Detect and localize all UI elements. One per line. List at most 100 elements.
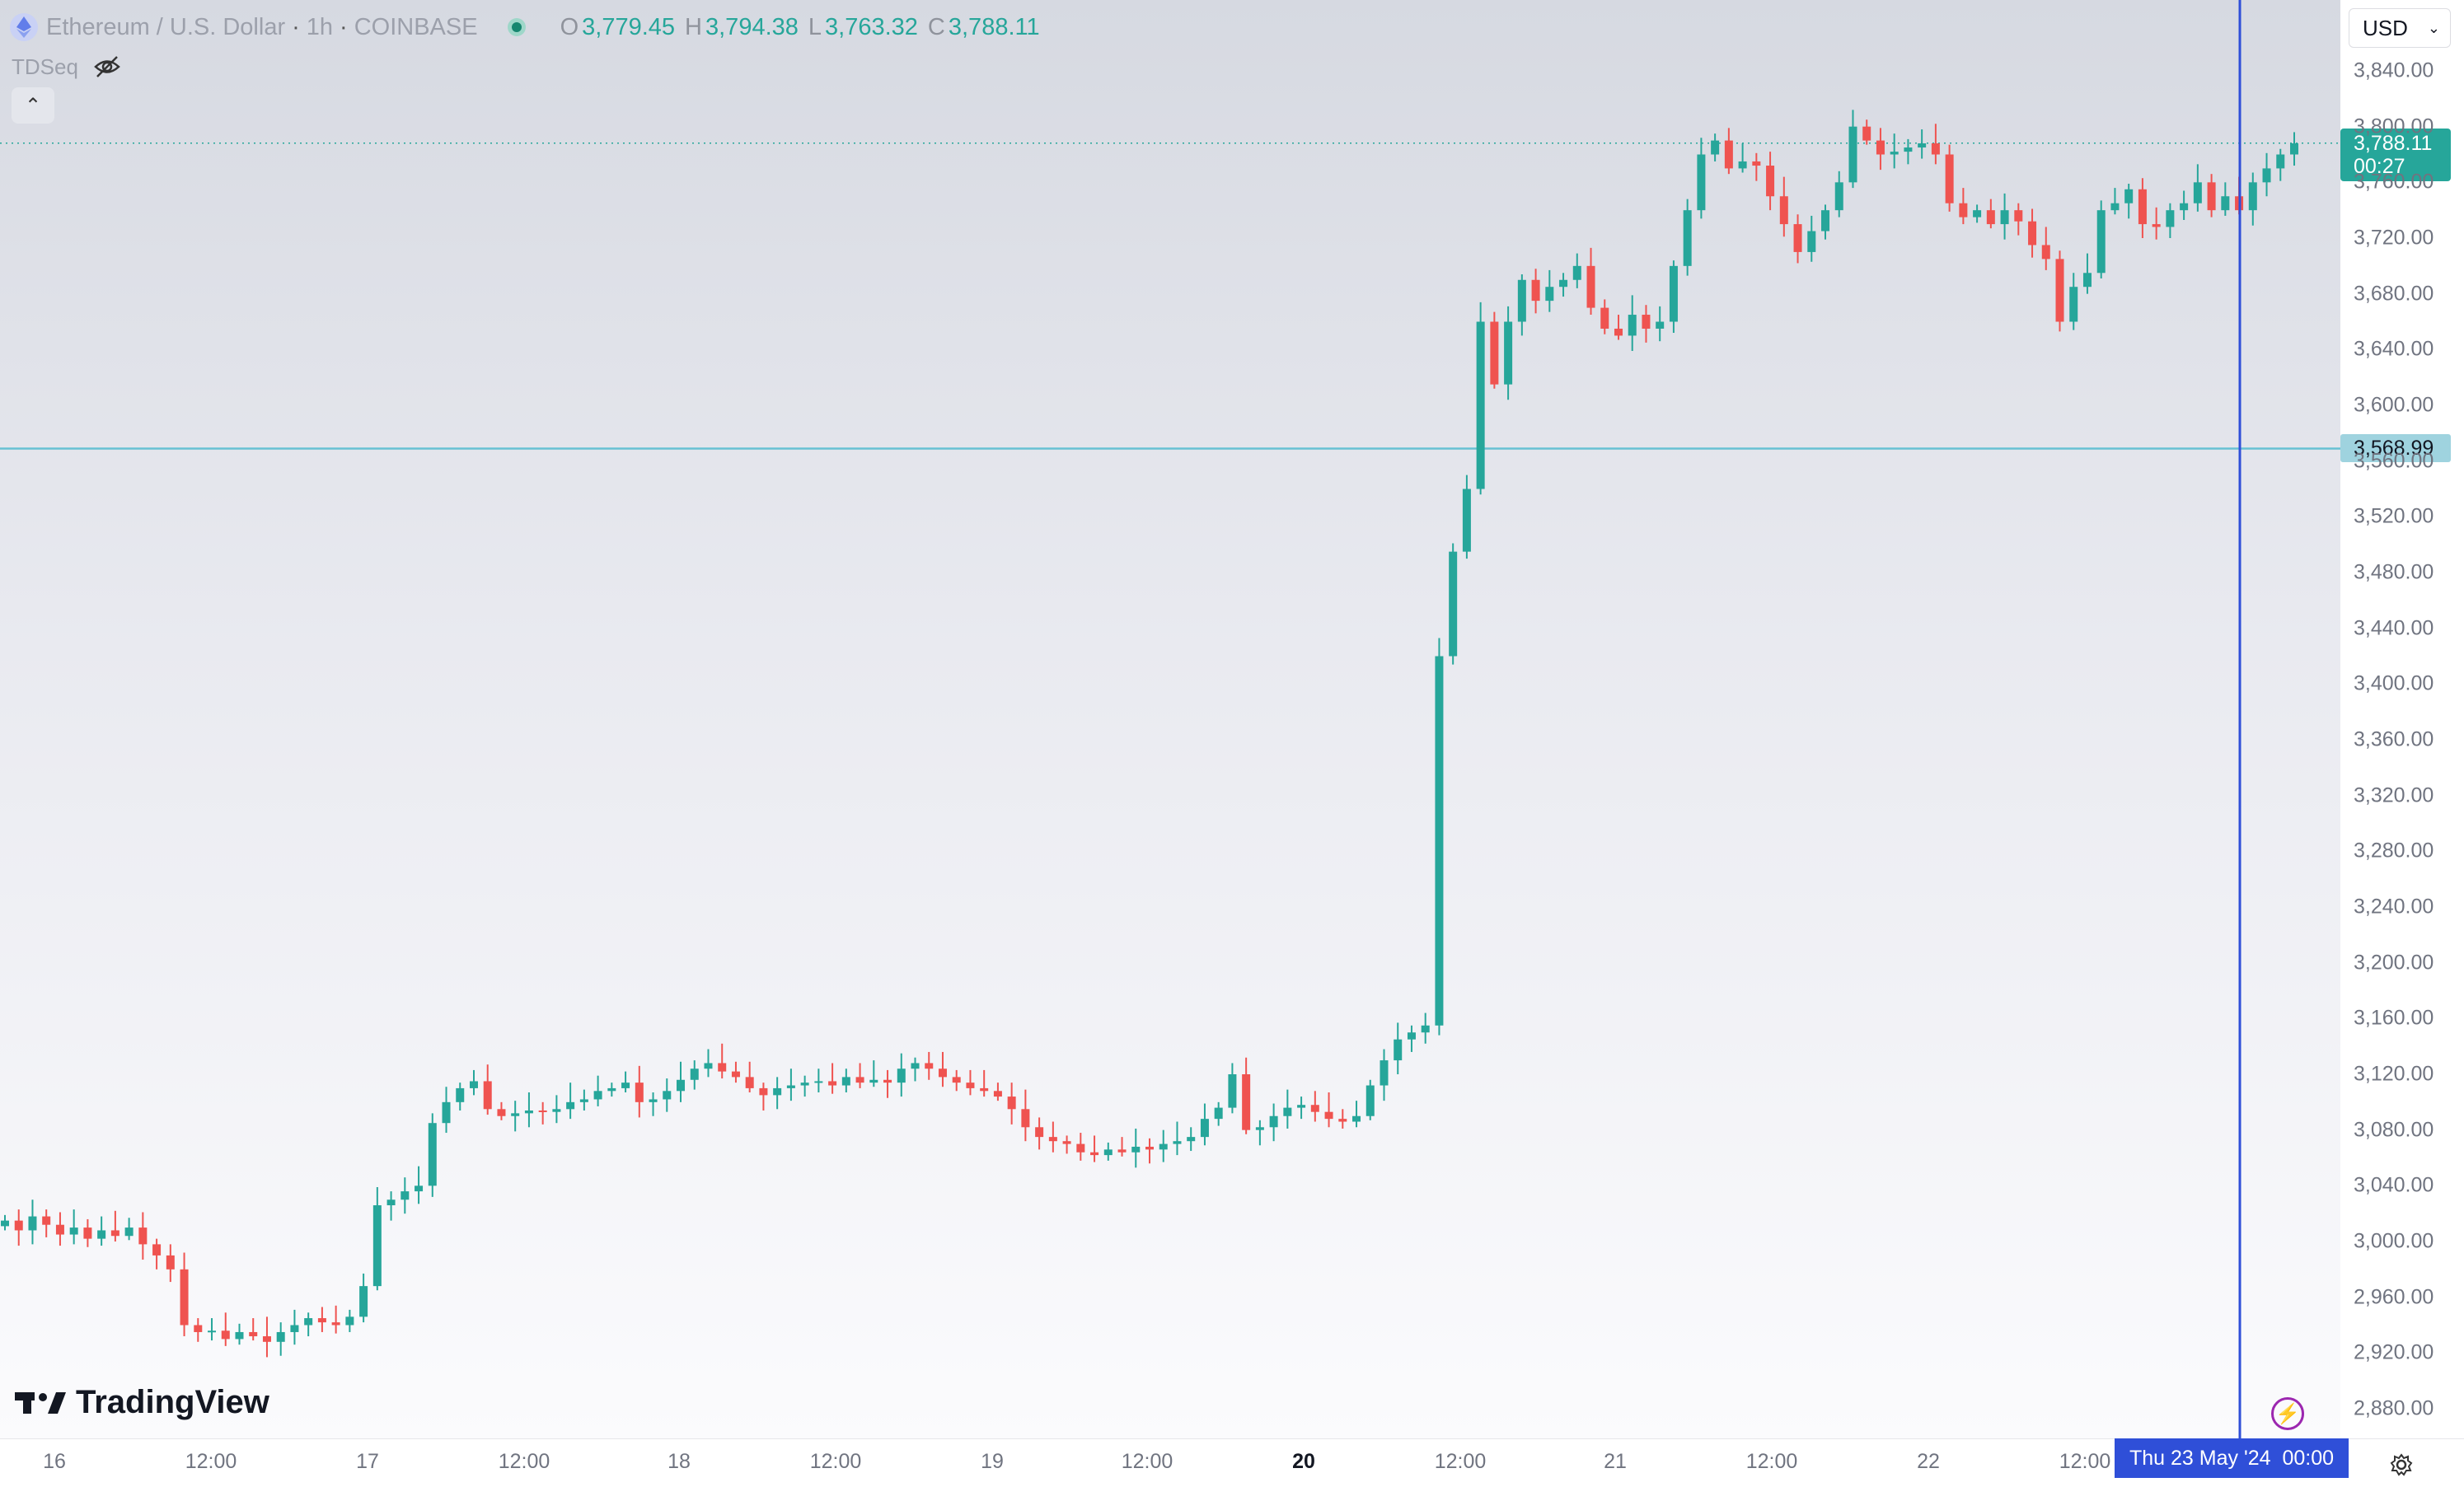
candle-body (2014, 210, 2023, 222)
candle-body (2207, 182, 2216, 211)
candle-body (800, 1083, 809, 1086)
time-axis-label: 12:00 (185, 1450, 237, 1473)
currency-select[interactable]: USD ⌄ (2349, 8, 2451, 48)
currency-value: USD (2363, 15, 2408, 40)
candle-body (897, 1068, 906, 1083)
candle-body (1476, 321, 1485, 489)
candle-body (704, 1063, 713, 1069)
candle-body (1076, 1143, 1085, 1153)
candle-body (649, 1099, 658, 1102)
candle-body (1159, 1143, 1168, 1150)
candle-body (1269, 1115, 1278, 1128)
horizontal-line-price-label[interactable]: 3,568.99 (2340, 434, 2451, 463)
settings-gear-icon[interactable] (2385, 1448, 2418, 1481)
crosshair-time-label: Thu 23 May '24 00:00 (2115, 1438, 2349, 1478)
indicator-legend[interactable]: TDSeq (12, 51, 121, 82)
candle-body (1614, 328, 1623, 336)
candle-body (1242, 1074, 1251, 1130)
candle-body (386, 1199, 396, 1206)
bar-countdown: 00:27 (2354, 154, 2405, 178)
candle-body (952, 1077, 961, 1083)
candle-body (566, 1101, 575, 1110)
candle-body (1504, 321, 1513, 385)
interval-label[interactable]: 1h (306, 13, 334, 40)
symbol-name[interactable]: Ethereum / U.S. Dollar (46, 13, 286, 40)
candle-body (1490, 321, 1499, 385)
candle-body (290, 1325, 299, 1332)
chart-plot-area[interactable] (0, 0, 2340, 1438)
price-axis-label: 3,360.00 (2354, 727, 2434, 751)
time-axis-label: 19 (981, 1450, 1004, 1473)
candle-body (745, 1077, 754, 1088)
candle-body (2290, 143, 2298, 155)
candle-body (1462, 489, 1471, 552)
candle-body (883, 1079, 892, 1083)
collapse-legend-button[interactable]: ⌃ (12, 87, 54, 124)
chevron-up-icon: ⌃ (24, 94, 42, 117)
candle-body (980, 1087, 989, 1092)
time-axis-label: 20 (1292, 1450, 1315, 1473)
candle-body (14, 1220, 23, 1231)
eye-off-icon[interactable] (93, 54, 121, 79)
indicator-name[interactable]: TDSeq (12, 54, 78, 79)
candle-body (1380, 1060, 1389, 1086)
candle-body (1986, 210, 1995, 225)
candle-body (1656, 321, 1665, 329)
price-axis-label: 3,560.00 (2354, 449, 2434, 473)
candle-body (97, 1230, 106, 1239)
candle-body (2110, 203, 2120, 211)
candle-body (83, 1227, 92, 1239)
candle-body (1904, 147, 1913, 152)
candle-body (401, 1191, 410, 1200)
candle-body (718, 1063, 727, 1072)
crosshair-time: 00:00 (2282, 1447, 2335, 1470)
candle-body (1531, 279, 1540, 302)
high-key: H (685, 13, 702, 40)
candle-body (2248, 182, 2257, 211)
candle-body (1131, 1146, 1141, 1153)
candle-body (1683, 210, 1692, 266)
candle-body (1255, 1127, 1264, 1130)
candle-body (814, 1081, 823, 1083)
time-axis[interactable] (0, 1438, 2464, 1487)
candle-body (469, 1081, 478, 1088)
price-axis-label: 3,600.00 (2354, 393, 2434, 417)
candle-body (855, 1077, 864, 1083)
candle-body (1297, 1105, 1306, 1108)
candle-body (1752, 161, 1761, 166)
market-status-icon[interactable] (507, 18, 526, 36)
price-axis-label: 3,200.00 (2354, 951, 2434, 975)
price-axis-label: 3,720.00 (2354, 226, 2434, 250)
candle-body (538, 1110, 547, 1112)
candle-body (304, 1318, 313, 1326)
price-axis-label: 3,680.00 (2354, 282, 2434, 306)
candle-body (1324, 1111, 1333, 1120)
candle-body (1793, 224, 1802, 252)
candle-body (1200, 1119, 1209, 1138)
candle-body (1062, 1141, 1071, 1144)
candle-body (1600, 307, 1609, 329)
candle-body (1586, 265, 1595, 308)
time-axis-label: 18 (668, 1450, 691, 1473)
tradingview-mark-icon (15, 1392, 66, 1414)
close-value: 3,788.11 (948, 13, 1040, 40)
lightning-icon[interactable]: ⚡ (2271, 1397, 2304, 1430)
candle-body (1918, 143, 1927, 148)
current-price-value: 3,788.11 (2354, 131, 2433, 155)
candlestick-chart[interactable] (0, 0, 2340, 1438)
candle-body (993, 1091, 1002, 1097)
candle-body (1862, 126, 1871, 141)
price-axis-label: 3,760.00 (2354, 170, 2434, 194)
time-axis-label: 12:00 (498, 1450, 550, 1473)
price-axis-label: 2,920.00 (2354, 1340, 2434, 1364)
price-axis-label: 3,480.00 (2354, 560, 2434, 584)
tradingview-logo[interactable]: TradingView (15, 1381, 269, 1424)
brand-name: TradingView (76, 1383, 269, 1420)
price-axis-label: 2,880.00 (2354, 1396, 2434, 1420)
time-axis-label: 12:00 (1745, 1450, 1798, 1473)
candle-body (677, 1079, 686, 1092)
candle-body (607, 1087, 616, 1092)
current-price-label: 3,788.11 00:27 (2340, 128, 2451, 181)
price-axis[interactable] (2340, 0, 2464, 1438)
